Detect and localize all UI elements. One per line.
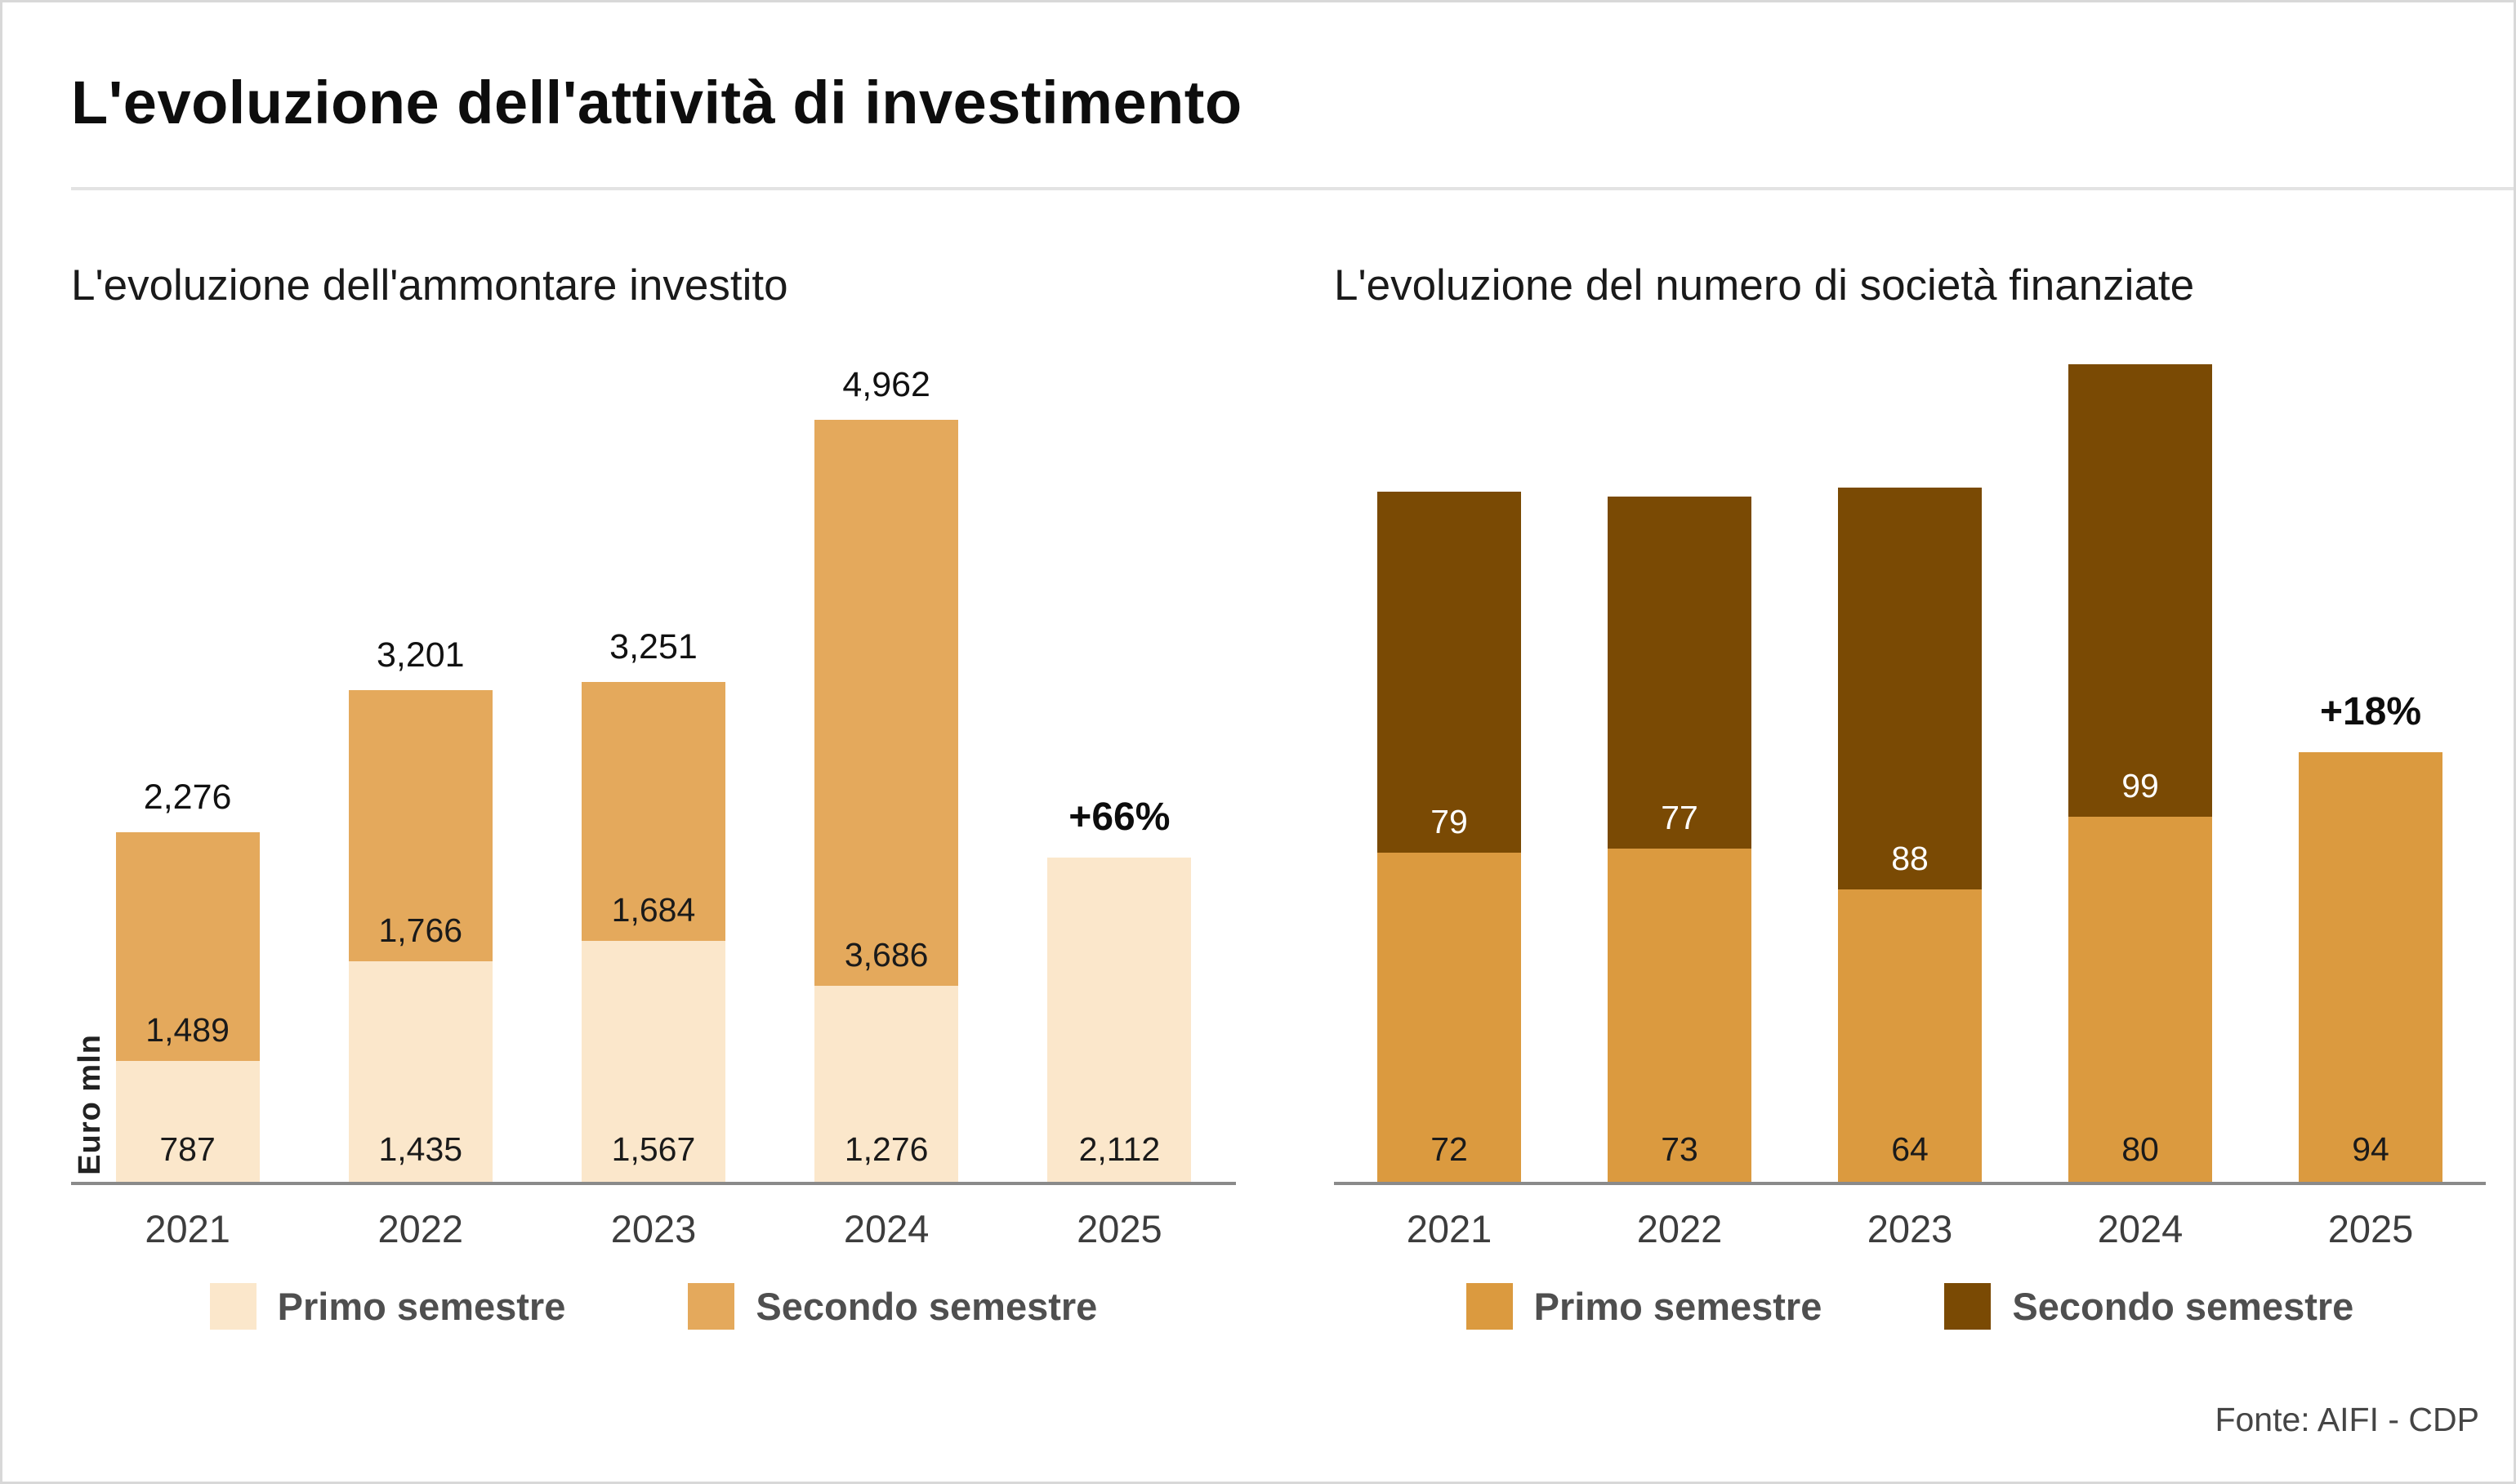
- legend-swatch-primo: [1465, 1283, 1513, 1330]
- segment-value-label: 1,435: [378, 1130, 463, 1168]
- x-tick-label: 2023: [1867, 1207, 1953, 1250]
- x-axis-line: [1334, 1182, 2486, 1185]
- x-tick-label: 2022: [377, 1207, 464, 1250]
- bar-2023: 1,567 1,684 3,251 2023: [581, 332, 725, 1250]
- bar-segment-primo: [2068, 817, 2212, 1182]
- segment-value-label: 79: [1430, 803, 1468, 840]
- legend-label: Secondo semestre: [2012, 1285, 2354, 1328]
- growth-annotation: +66%: [1068, 795, 1171, 839]
- segment-value-label: 787: [159, 1130, 216, 1168]
- companies-financed-chart: 72 79 2021 73 77 2022 64 88 2023 80 99 2024 94 +18% 20…: [1334, 332, 2486, 1443]
- bar-segment-secondo: [814, 420, 959, 986]
- bar-2024: 1,276 3,686 4,962 2024: [814, 332, 959, 1250]
- y-axis-label: Euro mln: [73, 1034, 107, 1175]
- bar-2022: 73 77 2022: [1608, 332, 1751, 1250]
- bar-2024: 80 99 2024: [2068, 332, 2212, 1250]
- segment-value-label: 1,766: [378, 911, 463, 949]
- legend-label: Primo semestre: [1533, 1285, 1822, 1328]
- growth-annotation: +18%: [2319, 690, 2422, 733]
- title-divider: [71, 187, 2514, 190]
- legend-swatch-primo: [209, 1283, 257, 1330]
- segment-value-label: 72: [1430, 1130, 1468, 1168]
- segment-value-label: 1,567: [611, 1130, 696, 1168]
- legend: Primo semestre Secondo semestre: [71, 1283, 1236, 1330]
- bar-2021: 72 79 2021: [1377, 332, 1521, 1250]
- bar-segment-primo: [1377, 853, 1521, 1182]
- bar-total-label: 3,251: [609, 627, 698, 666]
- plot-area: 72 79 2021 73 77 2022 64 88 2023 80 99 2024 94 +18% 20…: [1334, 332, 2486, 1250]
- legend-label: Secondo semestre: [756, 1285, 1098, 1328]
- x-tick-label: 2022: [1636, 1207, 1723, 1250]
- bar-segment-primo: [581, 941, 725, 1182]
- bar-segment-secondo: [2068, 364, 2212, 817]
- source-note: Fonte: AIFI - CDP: [2215, 1401, 2479, 1438]
- segment-value-label: 77: [1661, 799, 1698, 836]
- bar-segment-secondo: [115, 832, 260, 1061]
- bar-segment-secondo: [1838, 488, 1982, 889]
- legend-label: Primo semestre: [277, 1285, 566, 1328]
- x-tick-label: 2025: [2327, 1207, 2414, 1250]
- bar-2023: 64 88 2023: [1838, 332, 1982, 1250]
- bar-segment-primo: [348, 961, 493, 1182]
- segment-value-label: 3,686: [844, 936, 929, 974]
- bar-2022: 1,435 1,766 3,201 2022: [348, 332, 493, 1250]
- page-title: L'evoluzione dell'attività di investimen…: [71, 69, 1242, 136]
- x-tick-label: 2023: [610, 1207, 697, 1250]
- bar-segment-primo: [115, 1061, 260, 1182]
- legend-item-primo-semestre: Primo semestre: [209, 1283, 566, 1330]
- x-tick-label: 2025: [1077, 1207, 1162, 1250]
- segment-value-label: 1,276: [844, 1130, 929, 1168]
- amount-invested-chart: Euro mln 787 1,489 2,276 2021 1,435 1,766 3,20…: [71, 332, 1236, 1443]
- segment-value-label: 80: [2121, 1130, 2159, 1168]
- segment-value-label: 88: [1891, 840, 1929, 877]
- x-axis-line: [71, 1182, 1236, 1185]
- segment-value-label: 1,684: [611, 891, 696, 929]
- legend-swatch-secondo: [1944, 1283, 1992, 1330]
- bar-segment-primo: [814, 986, 959, 1182]
- plot-area: Euro mln 787 1,489 2,276 2021 1,435 1,766 3,20…: [71, 332, 1236, 1250]
- legend-item-secondo-semestre: Secondo semestre: [688, 1283, 1097, 1330]
- x-tick-label: 2024: [843, 1207, 930, 1250]
- segment-value-label: 99: [2121, 767, 2159, 804]
- bar-segment-secondo: [348, 690, 493, 961]
- legend-item-primo-semestre: Primo semestre: [1465, 1283, 1822, 1330]
- bar-total-label: 2,276: [143, 778, 232, 817]
- segment-value-label: 64: [1891, 1130, 1929, 1168]
- bar-segment-primo: [1047, 858, 1192, 1182]
- x-tick-label: 2021: [145, 1207, 230, 1250]
- bar-total-label: 3,201: [376, 635, 465, 675]
- bar-2025: 2,112 +66% 2025: [1047, 332, 1192, 1250]
- bar-2025: 94 +18% 2025: [2299, 332, 2442, 1250]
- bar-total-label: 4,962: [842, 365, 930, 404]
- legend-swatch-secondo: [688, 1283, 735, 1330]
- bar-segment-secondo: [1377, 492, 1521, 853]
- legend: Primo semestre Secondo semestre: [1334, 1283, 2486, 1330]
- bar-2021: 787 1,489 2,276 2021: [115, 332, 260, 1250]
- bar-segment-primo: [2299, 752, 2442, 1182]
- bar-segment-secondo: [581, 682, 725, 941]
- bar-segment-primo: [1838, 889, 1982, 1182]
- x-tick-label: 2021: [1406, 1207, 1492, 1250]
- segment-value-label: 2,112: [1078, 1130, 1161, 1168]
- bar-segment-secondo: [1608, 497, 1751, 849]
- legend-item-secondo-semestre: Secondo semestre: [1944, 1283, 2353, 1330]
- chart-title-amount-invested: L'evoluzione dell'ammontare investito: [71, 261, 788, 310]
- x-tick-label: 2024: [2097, 1207, 2184, 1250]
- segment-value-label: 1,489: [145, 1011, 230, 1049]
- segment-value-label: 94: [2352, 1130, 2389, 1168]
- bar-segment-primo: [1608, 849, 1751, 1182]
- segment-value-label: 73: [1661, 1130, 1698, 1168]
- chart-title-companies-financed: L'evoluzione del numero di società finan…: [1334, 261, 2195, 310]
